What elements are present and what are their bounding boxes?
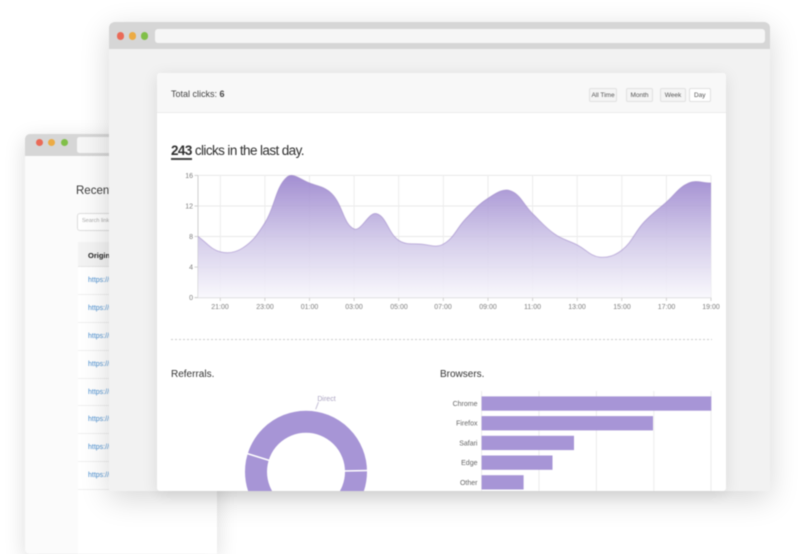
svg-text:8: 8: [189, 234, 193, 241]
svg-text:03:00: 03:00: [345, 304, 363, 311]
svg-text:07:00: 07:00: [434, 304, 452, 311]
svg-text:Safari: Safari: [459, 440, 478, 447]
svg-text:09:00: 09:00: [479, 304, 497, 311]
svg-text:15:00: 15:00: [613, 304, 631, 311]
svg-text:16: 16: [185, 173, 193, 180]
svg-text:01:00: 01:00: [301, 304, 319, 311]
svg-text:12: 12: [185, 204, 193, 211]
svg-text:11:00: 11:00: [524, 304, 541, 311]
svg-text:Direct: Direct: [317, 396, 335, 403]
svg-text:4: 4: [189, 265, 193, 272]
svg-text:05:00: 05:00: [390, 304, 408, 311]
svg-text:13:00: 13:00: [568, 304, 586, 311]
svg-text:0: 0: [189, 295, 193, 302]
svg-text:Firefox: Firefox: [456, 421, 478, 428]
svg-text:19:00: 19:00: [702, 304, 720, 311]
svg-text:Edge: Edge: [461, 460, 477, 467]
svg-text:17:00: 17:00: [658, 304, 676, 311]
svg-text:Other: Other: [460, 480, 478, 487]
svg-text:Chrome: Chrome: [453, 401, 478, 408]
svg-text:23:00: 23:00: [256, 304, 274, 311]
svg-text:21:00: 21:00: [211, 304, 229, 311]
